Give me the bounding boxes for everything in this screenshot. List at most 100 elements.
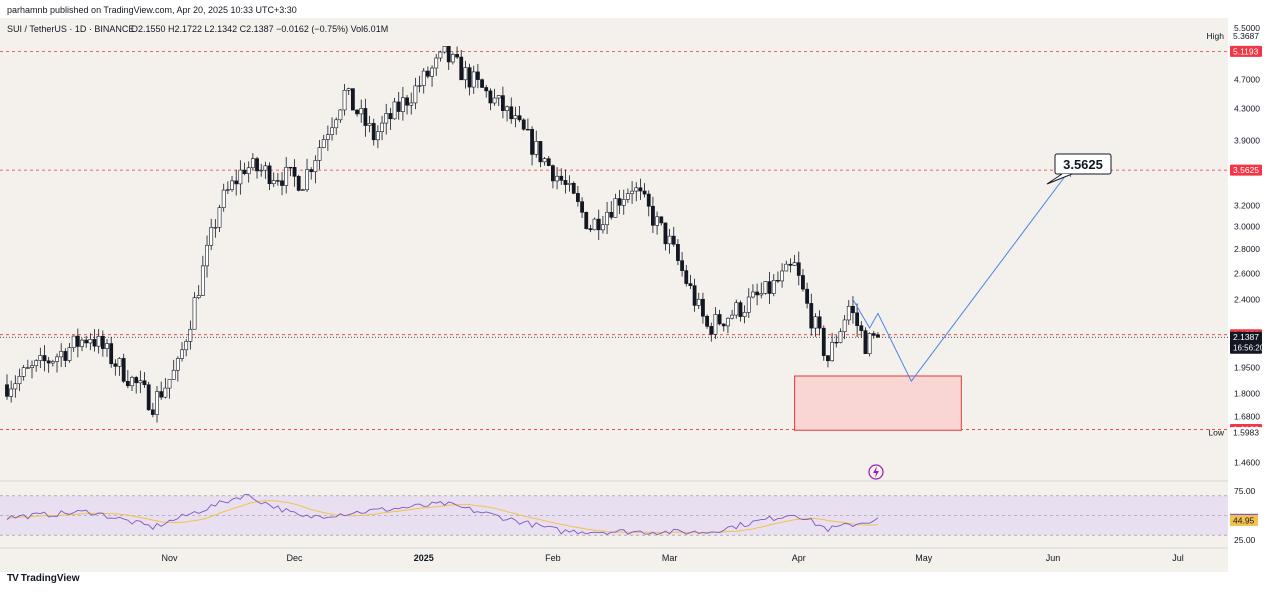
- candle-body[interactable]: [284, 166, 289, 186]
- candle-body[interactable]: [30, 365, 34, 368]
- candle-body[interactable]: [313, 160, 318, 173]
- candle-body[interactable]: [163, 387, 168, 398]
- candle-body[interactable]: [455, 54, 459, 58]
- candle-body[interactable]: [788, 263, 793, 266]
- candle-body[interactable]: [871, 333, 876, 336]
- candle-body[interactable]: [867, 333, 872, 354]
- lightning-icon[interactable]: [868, 464, 884, 480]
- candle-body[interactable]: [338, 109, 343, 121]
- candle-body[interactable]: [826, 355, 830, 362]
- candle-body[interactable]: [396, 101, 401, 112]
- candle-body[interactable]: [863, 330, 868, 354]
- candle-body[interactable]: [275, 180, 280, 182]
- candle-body[interactable]: [230, 180, 234, 190]
- candle-body[interactable]: [551, 165, 555, 182]
- candle-body[interactable]: [409, 102, 414, 106]
- candle-body[interactable]: [659, 216, 664, 224]
- candle-body[interactable]: [296, 176, 301, 191]
- candle-body[interactable]: [342, 89, 347, 111]
- candle-body[interactable]: [605, 211, 609, 226]
- candle-body[interactable]: [655, 216, 659, 226]
- candle-body[interactable]: [325, 134, 330, 140]
- projection-target-label[interactable]: 3.5625: [1046, 153, 1112, 185]
- candle-body[interactable]: [471, 71, 476, 88]
- candle-body[interactable]: [609, 211, 614, 218]
- candle-body[interactable]: [9, 388, 14, 397]
- candle-body[interactable]: [196, 295, 201, 299]
- candle-body[interactable]: [667, 235, 672, 245]
- candle-body[interactable]: [413, 85, 418, 104]
- candle-body[interactable]: [346, 88, 351, 91]
- candle-body[interactable]: [613, 198, 618, 218]
- candle-body[interactable]: [334, 119, 339, 129]
- candle-body[interactable]: [663, 222, 668, 245]
- candle-body[interactable]: [384, 113, 389, 124]
- candle-body[interactable]: [267, 165, 272, 185]
- candle-body[interactable]: [438, 51, 443, 59]
- candle-body[interactable]: [121, 358, 126, 382]
- candle-body[interactable]: [751, 291, 755, 298]
- candle-body[interactable]: [559, 175, 564, 181]
- candle-body[interactable]: [780, 270, 785, 282]
- price-chart-svg[interactable]: 5.3687High5.11933.56252.15532.138716:56:…: [0, 18, 1280, 572]
- candle-body[interactable]: [501, 95, 505, 111]
- candle-body[interactable]: [242, 169, 247, 174]
- candle-body[interactable]: [321, 139, 326, 148]
- candle-body[interactable]: [734, 302, 739, 316]
- candle-body[interactable]: [475, 71, 480, 80]
- candle-body[interactable]: [776, 280, 780, 282]
- candle-body[interactable]: [63, 351, 68, 361]
- candle-body[interactable]: [846, 305, 851, 321]
- price-tag-bg[interactable]: [1230, 331, 1262, 354]
- candle-body[interactable]: [134, 377, 139, 384]
- candle-body[interactable]: [67, 347, 72, 361]
- candle-body[interactable]: [821, 327, 826, 356]
- candle-body[interactable]: [250, 158, 255, 169]
- candle-body[interactable]: [601, 224, 605, 231]
- price-tag-bg[interactable]: [1230, 427, 1262, 439]
- candle-body[interactable]: [92, 339, 97, 347]
- candle-body[interactable]: [530, 128, 534, 155]
- candle-body[interactable]: [280, 180, 284, 186]
- candle-body[interactable]: [200, 265, 205, 296]
- candle-body[interactable]: [117, 358, 122, 367]
- candle-body[interactable]: [142, 380, 147, 386]
- candle-body[interactable]: [238, 169, 243, 185]
- candle-body[interactable]: [405, 97, 409, 106]
- candle-body[interactable]: [271, 180, 276, 185]
- candle-body[interactable]: [688, 283, 693, 286]
- candle-body[interactable]: [801, 275, 805, 290]
- candle-body[interactable]: [75, 335, 80, 347]
- candle-body[interactable]: [680, 260, 684, 271]
- candle-body[interactable]: [21, 367, 26, 377]
- candle-body[interactable]: [621, 199, 626, 206]
- candle-body[interactable]: [5, 384, 9, 397]
- candle-body[interactable]: [834, 341, 839, 344]
- candle-body[interactable]: [517, 115, 522, 121]
- candle-body[interactable]: [88, 339, 93, 344]
- candle-body[interactable]: [105, 343, 109, 349]
- candle-body[interactable]: [255, 158, 259, 172]
- candle-body[interactable]: [555, 175, 559, 182]
- candle-body[interactable]: [225, 189, 230, 191]
- candle-body[interactable]: [467, 67, 472, 88]
- candle-body[interactable]: [792, 262, 797, 266]
- candle-body[interactable]: [701, 298, 705, 317]
- candle-body[interactable]: [288, 166, 293, 169]
- candle-body[interactable]: [763, 281, 768, 294]
- candle-body[interactable]: [50, 361, 55, 364]
- candle-body[interactable]: [726, 317, 730, 327]
- candle-body[interactable]: [513, 115, 518, 120]
- candle-body[interactable]: [300, 189, 305, 191]
- candle-body[interactable]: [180, 349, 184, 359]
- candle-body[interactable]: [696, 298, 701, 306]
- candle-body[interactable]: [96, 335, 101, 347]
- candle-body[interactable]: [25, 367, 30, 369]
- candle-body[interactable]: [355, 109, 359, 115]
- candle-body[interactable]: [505, 106, 509, 111]
- candle-body[interactable]: [167, 379, 172, 389]
- candle-body[interactable]: [171, 369, 176, 380]
- candle-body[interactable]: [705, 315, 709, 327]
- candle-body[interactable]: [55, 356, 59, 362]
- candle-body[interactable]: [684, 270, 689, 284]
